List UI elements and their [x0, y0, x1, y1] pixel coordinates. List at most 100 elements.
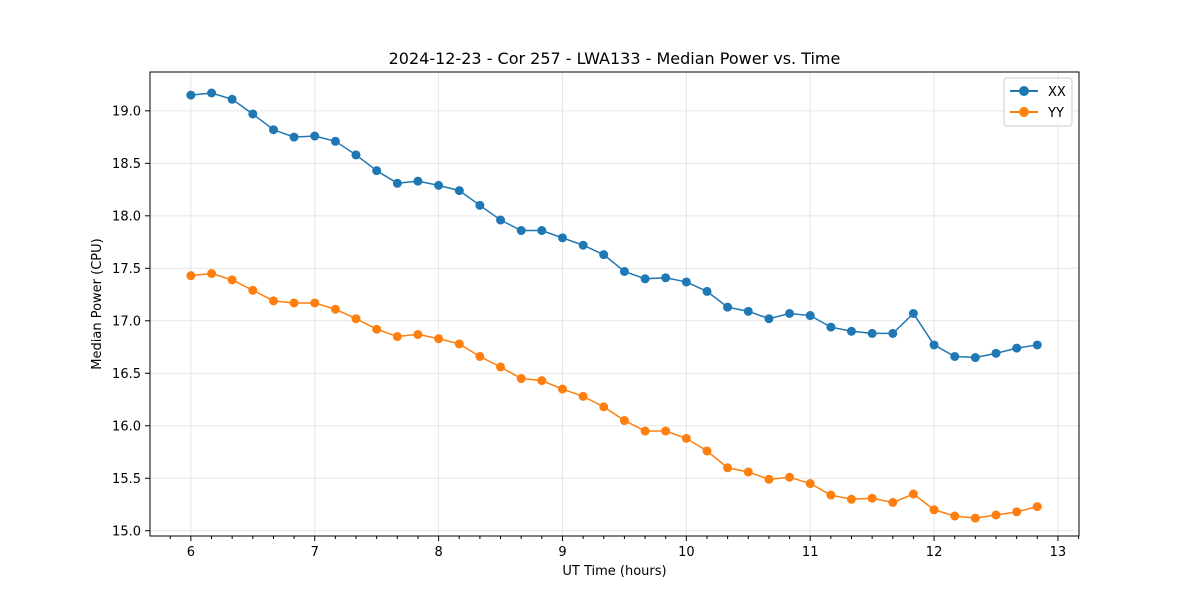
data-point-yy — [764, 474, 774, 484]
data-point-yy — [950, 511, 960, 521]
data-point-yy — [970, 513, 980, 523]
x-axis-label: UT Time (hours) — [562, 564, 666, 579]
data-point-yy — [475, 351, 485, 361]
data-point-yy — [227, 275, 237, 285]
data-point-xx — [888, 328, 898, 338]
data-point-xx — [413, 176, 423, 186]
data-point-yy — [908, 489, 918, 499]
data-point-yy — [991, 510, 1001, 520]
data-point-yy — [413, 329, 423, 339]
data-point-yy — [392, 332, 402, 342]
data-point-yy — [578, 391, 588, 401]
data-point-xx — [867, 328, 877, 338]
data-point-xx — [764, 314, 774, 324]
data-point-yy — [888, 497, 898, 507]
data-point-yy — [805, 479, 815, 489]
y-tick-label: 19.0 — [112, 104, 141, 119]
data-point-yy — [207, 269, 217, 279]
y-tick-label: 16.5 — [112, 367, 141, 382]
data-point-yy — [516, 374, 526, 384]
data-point-xx — [1012, 343, 1022, 353]
series-layer — [186, 88, 1042, 523]
y-tick-label: 17.0 — [112, 314, 141, 329]
data-point-yy — [785, 472, 795, 482]
y-tick-label: 15.5 — [112, 472, 141, 487]
data-point-xx — [269, 125, 278, 135]
data-point-yy — [269, 296, 278, 306]
x-tick-label: 8 — [434, 545, 442, 560]
y-axis-label: Median Power (CPU) — [90, 238, 105, 369]
data-point-xx — [289, 132, 299, 142]
data-point-xx — [805, 311, 815, 321]
data-point-xx — [186, 90, 196, 100]
data-point-yy — [310, 298, 320, 308]
data-point-yy — [702, 446, 712, 456]
data-point-xx — [392, 178, 402, 188]
data-point-xx — [227, 94, 237, 104]
data-point-yy — [661, 426, 671, 436]
data-point-yy — [846, 494, 856, 504]
data-point-xx — [248, 109, 258, 119]
data-point-yy — [1012, 507, 1022, 517]
data-point-yy — [599, 402, 609, 412]
data-point-xx — [454, 186, 464, 196]
data-point-yy — [743, 467, 753, 477]
x-tick-label: 7 — [311, 545, 319, 560]
series-xx — [186, 88, 1042, 363]
data-point-xx — [475, 200, 485, 210]
data-point-xx — [578, 240, 588, 250]
data-point-xx — [516, 226, 526, 236]
data-point-xx — [681, 277, 691, 287]
data-point-yy — [372, 324, 382, 334]
chart-title: 2024-12-23 - Cor 257 - LWA133 - Median P… — [389, 49, 841, 68]
data-point-xx — [330, 136, 340, 146]
y-tick-label: 18.5 — [112, 157, 141, 172]
data-point-xx — [557, 233, 567, 243]
x-tick-label: 6 — [187, 545, 195, 560]
data-point-yy — [330, 304, 340, 314]
data-point-xx — [785, 308, 795, 318]
data-point-xx — [846, 326, 856, 336]
data-point-yy — [496, 362, 506, 372]
data-point-xx — [599, 250, 609, 260]
data-point-yy — [289, 298, 299, 308]
data-point-yy — [454, 339, 464, 349]
data-point-xx — [372, 166, 382, 176]
data-point-xx — [702, 286, 712, 296]
x-tick-label: 9 — [558, 545, 566, 560]
data-point-yy — [723, 463, 733, 473]
data-point-yy — [826, 490, 836, 500]
data-point-xx — [950, 351, 960, 361]
data-point-xx — [496, 215, 506, 225]
data-point-xx — [537, 226, 547, 236]
data-point-yy — [619, 416, 629, 426]
series-yy — [186, 269, 1042, 523]
plot-frame — [149, 71, 1080, 537]
data-point-yy — [537, 376, 547, 386]
data-point-yy — [681, 433, 691, 443]
data-point-xx — [929, 340, 939, 350]
data-point-xx — [207, 88, 217, 98]
axis-ticks: 6 7 8 9 10 11 12 13 15.0 15.5 16.0 16.5 17.0 17.5 18.0… — [112, 104, 1080, 560]
data-point-xx — [743, 306, 753, 316]
data-point-xx — [970, 353, 980, 363]
data-point-xx — [310, 131, 320, 141]
data-point-xx — [908, 308, 918, 318]
y-tick-label: 15.0 — [112, 524, 141, 539]
data-point-xx — [1032, 340, 1042, 350]
legend-marker-xx — [1019, 86, 1029, 96]
legend-label-yy: YY — [1047, 106, 1064, 121]
data-point-xx — [723, 302, 733, 312]
legend: XX YY — [1003, 77, 1073, 127]
data-point-yy — [1032, 502, 1042, 512]
data-point-xx — [619, 266, 629, 276]
data-point-xx — [991, 348, 1001, 358]
data-point-yy — [640, 426, 650, 436]
y-tick-label: 17.5 — [112, 262, 141, 277]
data-point-xx — [434, 180, 444, 190]
y-tick-label: 16.0 — [112, 419, 141, 434]
data-point-yy — [351, 314, 361, 324]
data-point-yy — [248, 285, 258, 295]
x-tick-label: 12 — [926, 545, 943, 560]
